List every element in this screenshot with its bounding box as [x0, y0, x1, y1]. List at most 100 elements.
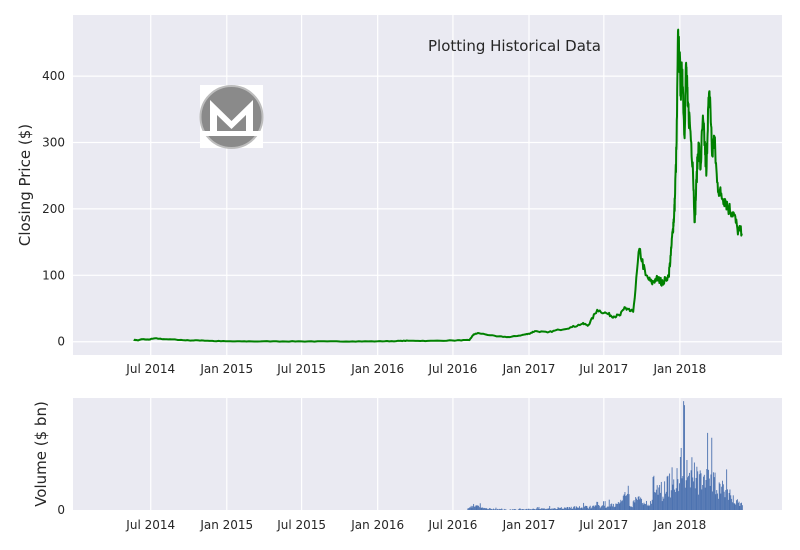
- volume-bar: [500, 509, 502, 510]
- volume-bar: [609, 506, 611, 510]
- volume-bar: [607, 506, 609, 510]
- volume-bar: [633, 500, 635, 510]
- volume-bar: [580, 507, 582, 510]
- volume-bar: [592, 505, 594, 510]
- volume-bar: [695, 477, 697, 510]
- volume-bar: [679, 456, 681, 510]
- volume-bar: [493, 508, 494, 510]
- volume-bar: [648, 506, 650, 510]
- volume-bar: [666, 476, 668, 510]
- volume-bar: [603, 505, 605, 510]
- volume-bar: [658, 487, 660, 510]
- volume-bar: [498, 508, 500, 510]
- volume-bar: [577, 507, 579, 510]
- volume-bar: [535, 509, 537, 510]
- volume-bar: [556, 508, 558, 510]
- volume-bar: [602, 505, 604, 510]
- volume-bar: [495, 507, 497, 510]
- volume-bar: [595, 505, 597, 510]
- volume-bar: [531, 509, 533, 510]
- volume-bar: [478, 505, 480, 510]
- volume-bar: [636, 498, 637, 510]
- volume-bar: [621, 501, 623, 510]
- volume-bar: [528, 508, 530, 510]
- volume-bar: [663, 498, 665, 510]
- price-plot-area: [73, 15, 782, 355]
- price-series-line: [133, 28, 743, 343]
- volume-bar: [626, 493, 628, 510]
- volume-bar: [707, 432, 709, 510]
- price-x-tick-label: Jul 2014: [125, 362, 175, 376]
- volume-bar: [661, 501, 663, 510]
- volume-bar: [468, 508, 470, 510]
- volume-bar: [673, 479, 675, 510]
- volume-bar: [553, 508, 555, 510]
- volume-bar: [614, 506, 616, 510]
- volume-bar: [739, 505, 741, 510]
- volume-bar: [693, 462, 695, 510]
- volume-bar: [606, 507, 608, 510]
- volume-bar: [669, 497, 671, 510]
- volume-bar: [492, 509, 494, 510]
- volume-bar: [737, 502, 739, 510]
- volume-bar: [617, 503, 618, 510]
- volume-bar: [532, 508, 534, 510]
- volume-bar: [469, 507, 470, 510]
- volume-bar: [712, 472, 714, 510]
- volume-bar: [586, 505, 588, 510]
- volume-bar: [505, 509, 507, 510]
- price-chart: 0 100 200 300 400 Jul 2014 Jan 2015 Jul 2015 Ja…: [16, 15, 782, 376]
- volume-bar: [721, 486, 723, 510]
- volume-bar: [474, 506, 475, 510]
- volume-x-tick-label: Jul 2014: [125, 518, 175, 532]
- volume-bar: [675, 488, 677, 510]
- volume-bar: [627, 485, 629, 510]
- volume-bar: [726, 469, 728, 510]
- volume-bar: [559, 508, 561, 510]
- volume-bar: [655, 492, 656, 510]
- volume-bar: [634, 502, 636, 510]
- volume-bar: [546, 508, 548, 510]
- volume-bar: [561, 508, 563, 510]
- volume-bar: [733, 503, 735, 510]
- volume-bar: [471, 507, 473, 510]
- volume-bar: [487, 509, 489, 510]
- volume-bar: [522, 509, 524, 510]
- volume-bar: [550, 508, 552, 510]
- volume-bar: [704, 487, 706, 510]
- volume-bar: [526, 509, 528, 510]
- volume-bar: [714, 472, 716, 510]
- volume-bar: [638, 496, 640, 510]
- volume-bar: [613, 507, 615, 510]
- volume-bar: [689, 487, 691, 510]
- volume-bar: [656, 485, 658, 510]
- volume-bar: [717, 493, 718, 510]
- volume-bar: [583, 506, 585, 510]
- volume-bar: [501, 508, 503, 510]
- volume-bar: [483, 508, 484, 510]
- volume-bar: [550, 508, 551, 510]
- volume-bar: [545, 509, 547, 510]
- volume-bar: [470, 505, 472, 510]
- price-x-tick-label: Jul 2017: [578, 362, 628, 376]
- volume-bar: [730, 495, 732, 510]
- price-x-tick-label: Jul 2015: [276, 362, 326, 376]
- volume-bar: [520, 509, 522, 510]
- volume-bar: [599, 508, 601, 510]
- volume-bar: [617, 502, 619, 510]
- volume-bar: [718, 482, 720, 510]
- volume-bar: [581, 507, 583, 510]
- volume-bar: [517, 509, 519, 510]
- volume-bar: [521, 509, 523, 510]
- volume-bar: [650, 501, 652, 510]
- volume-bar: [662, 496, 664, 510]
- volume-bar: [640, 497, 642, 510]
- volume-bar: [647, 504, 649, 510]
- volume-bar: [552, 508, 554, 510]
- price-x-tick-label: Jan 2017: [502, 362, 556, 376]
- volume-bar: [540, 508, 542, 510]
- volume-bar: [632, 501, 634, 510]
- volume-bar: [574, 508, 576, 510]
- volume-bar: [635, 497, 637, 510]
- volume-x-tick-labels: Jul 2014 Jan 2015 Jul 2015 Jan 2016 Jul 2016…: [125, 518, 706, 532]
